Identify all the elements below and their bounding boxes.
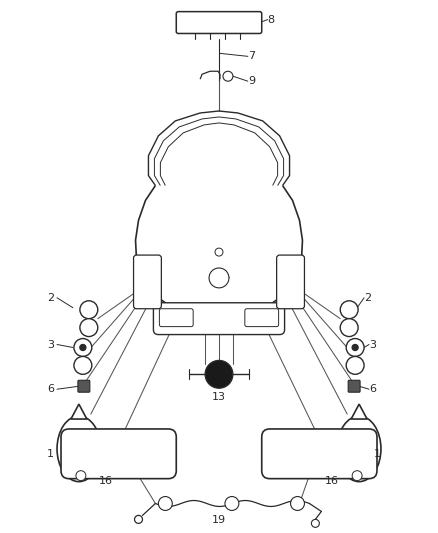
Circle shape [223,71,233,81]
FancyBboxPatch shape [245,309,279,327]
Circle shape [290,497,304,511]
Circle shape [346,357,364,374]
PathPatch shape [135,185,303,320]
Text: 1: 1 [47,449,54,459]
Circle shape [215,248,223,256]
PathPatch shape [71,404,87,419]
FancyBboxPatch shape [262,429,377,479]
Circle shape [80,301,98,319]
FancyBboxPatch shape [153,303,285,335]
FancyBboxPatch shape [277,255,304,309]
Text: 16: 16 [99,475,113,486]
PathPatch shape [351,404,367,419]
Circle shape [74,338,92,357]
Text: 2: 2 [47,293,54,303]
Circle shape [352,471,362,481]
Text: 3: 3 [369,340,376,350]
Circle shape [80,344,86,351]
Circle shape [159,497,172,511]
FancyBboxPatch shape [134,255,161,309]
Circle shape [346,338,364,357]
Circle shape [340,319,358,336]
Ellipse shape [57,416,101,482]
Circle shape [80,319,98,336]
Circle shape [74,357,92,374]
Text: 9: 9 [248,76,255,86]
Text: 1: 1 [374,449,381,459]
Text: 2: 2 [364,293,371,303]
Text: 8: 8 [268,14,275,25]
Text: 7: 7 [248,51,255,61]
Text: 6: 6 [369,384,376,394]
Circle shape [205,360,233,388]
Circle shape [340,301,358,319]
FancyBboxPatch shape [159,309,193,327]
Text: 3: 3 [47,340,54,350]
Circle shape [352,344,358,351]
Text: 13: 13 [212,392,226,402]
Text: 6: 6 [47,384,54,394]
Circle shape [76,471,86,481]
Circle shape [311,519,319,527]
Ellipse shape [337,416,381,482]
Text: 19: 19 [212,515,226,526]
FancyBboxPatch shape [78,380,90,392]
Circle shape [225,497,239,511]
FancyBboxPatch shape [176,12,262,34]
Circle shape [209,268,229,288]
Text: 16: 16 [325,475,339,486]
FancyBboxPatch shape [348,380,360,392]
FancyBboxPatch shape [61,429,176,479]
